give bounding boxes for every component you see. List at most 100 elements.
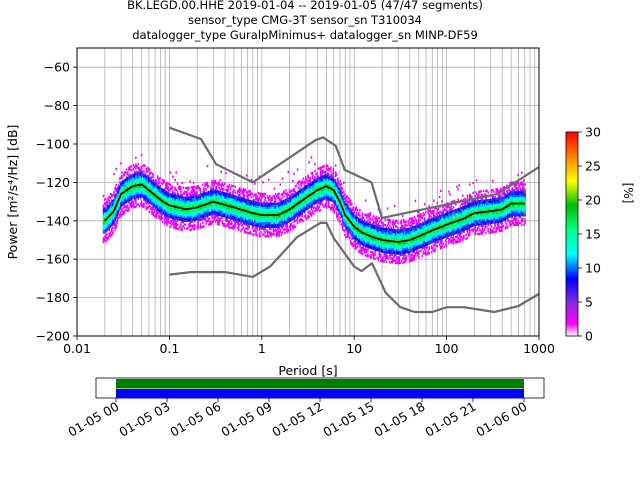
heatmap-cell: [172, 216, 174, 220]
heatmap-cell: [207, 223, 210, 226]
heatmap-cell: [165, 211, 167, 215]
heatmap-cell: [389, 220, 391, 224]
heatmap-cell: [103, 223, 106, 226]
heatmap-cell: [177, 208, 180, 211]
heatmap-cell: [117, 207, 120, 210]
heatmap-cell: [170, 197, 173, 200]
heatmap-cell: [148, 187, 151, 191]
heatmap-cell: [354, 235, 357, 239]
heatmap-cell: [181, 209, 183, 212]
heatmap-cell: [151, 201, 153, 204]
heatmap-cell: [346, 225, 349, 229]
heatmap-cell: [322, 181, 324, 184]
heatmap-cell: [339, 187, 342, 191]
heatmap-cell: [109, 233, 112, 236]
heatmap-cell: [107, 226, 109, 229]
heatmap-cell: [111, 230, 114, 234]
heatmap-cell: [411, 224, 413, 228]
heatmap-cell: [375, 215, 377, 219]
heatmap-cell: [265, 216, 268, 219]
heatmap-cell: [158, 180, 160, 183]
heatmap-cell: [379, 250, 382, 253]
heatmap-cell: [289, 228, 292, 232]
heatmap-cell: [285, 189, 287, 192]
heatmap-cell: [264, 223, 267, 226]
heatmap-cell: [405, 249, 407, 252]
heatmap-cell: [172, 218, 174, 222]
heatmap-cell: [136, 188, 138, 191]
heatmap-cell: [144, 174, 146, 177]
heatmap-cell: [116, 209, 119, 213]
heatmap-cell: [157, 182, 159, 186]
heatmap-cell: [310, 204, 313, 208]
heatmap-cell: [390, 245, 392, 249]
heatmap-cell: [397, 221, 399, 225]
heatmap-cell: [220, 191, 223, 194]
heatmap-cell: [135, 186, 137, 189]
heatmap-cell: [191, 188, 194, 191]
heatmap-cell: [296, 181, 299, 185]
heatmap-cell: [244, 217, 247, 220]
heatmap-cell: [360, 238, 362, 241]
heatmap-cell: [102, 229, 105, 232]
heatmap-cell: [337, 185, 339, 188]
heatmap-cell: [334, 200, 337, 203]
heatmap-cell: [408, 233, 411, 236]
heatmap-cell: [390, 253, 392, 256]
heatmap-cell: [289, 213, 292, 216]
heatmap-cell: [254, 204, 256, 208]
heatmap-cell: [317, 208, 320, 211]
heatmap-cell: [279, 218, 282, 222]
heatmap-cell: [309, 205, 312, 208]
heatmap-cell: [408, 217, 411, 221]
heatmap-cell: [360, 251, 362, 255]
heatmap-cell: [393, 236, 396, 239]
heatmap-cell: [237, 211, 240, 214]
heatmap-cell: [274, 202, 277, 205]
heatmap-cell: [258, 228, 261, 232]
heatmap-cell: [397, 246, 399, 249]
heatmap-cell: [269, 206, 271, 209]
heatmap-cell: [157, 207, 159, 211]
heatmap-cell: [364, 242, 367, 245]
heatmap-cell: [314, 175, 316, 178]
heatmap-cell: [279, 220, 282, 224]
heatmap-cell: [265, 225, 268, 228]
heatmap-cell: [382, 250, 384, 253]
heatmap-cell: [344, 197, 346, 200]
heatmap-cell: [255, 216, 257, 219]
heatmap-cell: [367, 235, 369, 239]
heatmap-cell: [279, 209, 282, 212]
heatmap-cell: [175, 200, 178, 203]
heatmap-cell: [239, 223, 241, 226]
heatmap-cell: [111, 205, 114, 209]
heatmap-cell: [299, 208, 301, 212]
heatmap-cell: [234, 210, 236, 213]
heatmap-cell: [366, 235, 368, 238]
heatmap-cell: [163, 212, 166, 216]
heatmap-cell: [159, 196, 161, 199]
heatmap-cell: [233, 227, 235, 230]
heatmap-cell: [161, 178, 164, 182]
heatmap-cell: [292, 217, 294, 220]
heatmap-cell: [124, 180, 127, 183]
heatmap-cell: [165, 207, 167, 211]
heatmap-cell: [308, 206, 310, 209]
heatmap-cell: [212, 208, 215, 211]
heatmap-cell: [181, 228, 183, 231]
heatmap-cell: [336, 209, 338, 213]
heatmap-cell: [103, 229, 106, 232]
heatmap-cell: [226, 198, 228, 201]
heatmap-cell: [237, 219, 240, 222]
heatmap-cell: [407, 250, 410, 254]
heatmap-cell: [211, 197, 213, 200]
heatmap-cell: [150, 207, 152, 211]
heatmap-cell: [207, 185, 210, 188]
heatmap-cell: [326, 183, 329, 187]
heatmap-cell: [366, 254, 368, 258]
heatmap-cell: [131, 191, 134, 194]
heatmap-cell: [319, 178, 322, 181]
heatmap-cell: [109, 212, 112, 215]
heatmap-cell: [411, 257, 413, 260]
heatmap-cell: [331, 205, 334, 208]
